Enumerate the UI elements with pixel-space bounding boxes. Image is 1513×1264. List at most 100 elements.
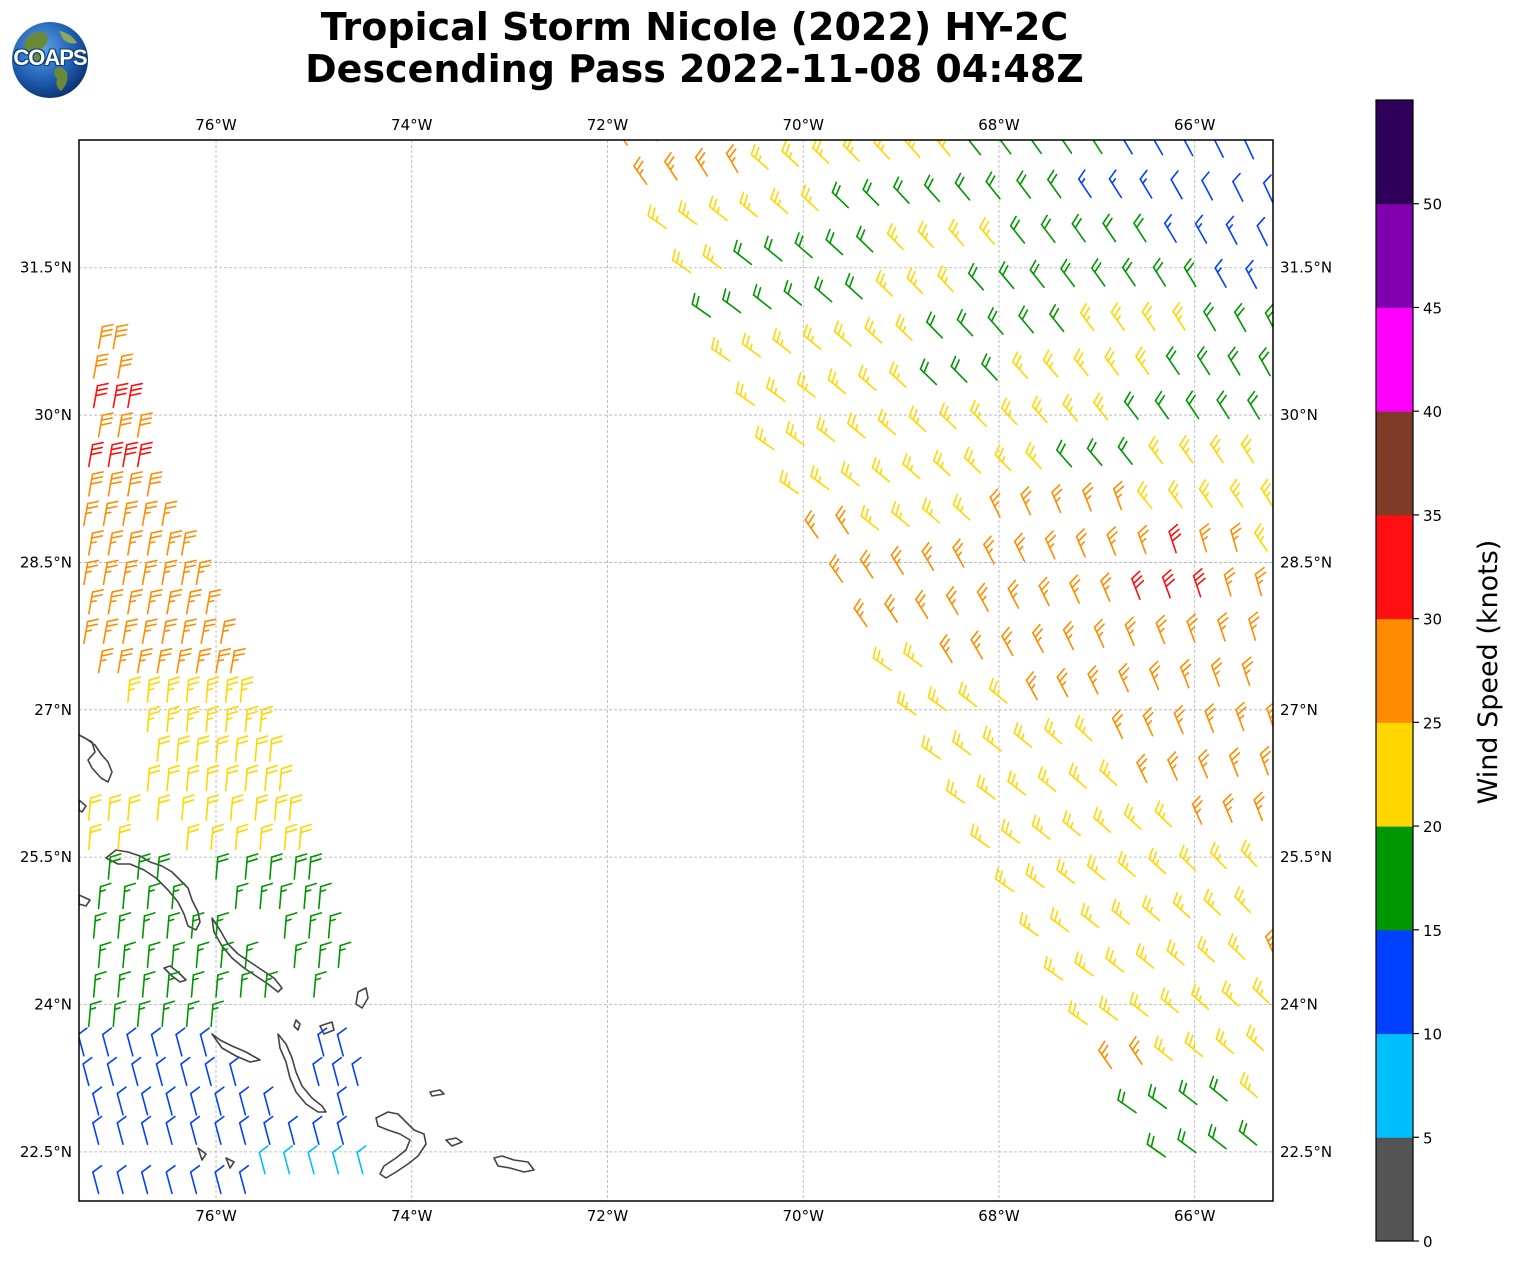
wind-barb-east xyxy=(671,248,692,274)
wind-barb-east xyxy=(1013,722,1033,748)
wind-barb-west xyxy=(136,1000,151,1028)
wind-barb-east xyxy=(996,140,1012,155)
wind-barb-east xyxy=(925,311,944,339)
wind-barb-east xyxy=(994,444,1012,472)
coastline-exuma xyxy=(163,965,187,983)
coastline-long-island-s xyxy=(277,1033,327,1113)
wind-barb-east xyxy=(1246,1024,1264,1051)
wind-barb-west xyxy=(83,618,100,645)
wind-barb-west xyxy=(351,1056,362,1087)
wind-barb-east xyxy=(1243,140,1255,160)
wind-barb-west xyxy=(88,1000,102,1028)
wind-barb-west xyxy=(259,823,274,851)
wind-barb-east xyxy=(981,353,998,381)
lat-label-right: 27°N xyxy=(1280,701,1318,719)
wind-barb-east xyxy=(1031,814,1051,840)
wind-barb-east xyxy=(985,171,1001,200)
wind-barb-west xyxy=(122,882,137,910)
wind-barb-east xyxy=(906,267,924,295)
wind-barb-east xyxy=(1018,305,1034,334)
chart-title-line1: Tropical Storm Nicole (2022) HY-2C xyxy=(320,5,1069,49)
wind-barb-west xyxy=(185,1000,200,1028)
wind-barb-east xyxy=(1093,392,1109,421)
wind-barb-east xyxy=(1068,1000,1088,1025)
wind-barb-east xyxy=(1253,791,1265,822)
wind-barb-west xyxy=(254,735,269,762)
wind-barb-west xyxy=(97,412,114,438)
lat-label-left: 28.5°N xyxy=(20,553,72,571)
wind-barb-east xyxy=(1148,435,1164,465)
wind-barb-west xyxy=(92,353,109,379)
wind-barb-east xyxy=(1089,140,1103,155)
wind-barb-east xyxy=(1009,215,1026,244)
wind-barb-east xyxy=(958,681,978,708)
wind-barb-east xyxy=(1199,523,1211,553)
lat-label-right: 28.5°N xyxy=(1280,553,1332,571)
wind-barb-east xyxy=(1240,839,1258,868)
lat-label-left: 31.5°N xyxy=(20,259,72,277)
wind-barb-east xyxy=(833,320,853,347)
wind-barb-east xyxy=(1230,522,1242,553)
wind-barb-east xyxy=(804,510,819,539)
lon-label-top: 66°W xyxy=(1174,116,1216,134)
wind-barb-east xyxy=(678,199,698,225)
wind-barb-west xyxy=(234,735,249,762)
colorbar-tick-label: 10 xyxy=(1423,1026,1442,1044)
wind-barb-east xyxy=(1221,980,1240,1007)
wind-barb-west xyxy=(308,912,323,939)
wind-barb-west xyxy=(156,794,171,821)
wind-barb-west xyxy=(190,971,205,998)
wind-barb-west xyxy=(102,618,119,645)
wind-barb-east xyxy=(860,505,880,531)
wind-barb-east xyxy=(812,140,830,165)
wind-barb-west xyxy=(146,941,161,969)
wind-barb-east xyxy=(1185,390,1200,420)
wind-barb-east xyxy=(1256,216,1268,247)
wind-barb-east xyxy=(1136,753,1148,784)
wind-barb-east xyxy=(1111,898,1130,925)
wind-barb-west xyxy=(263,1115,274,1145)
colorbar-segment xyxy=(1376,722,1413,827)
wind-barb-west xyxy=(127,676,141,703)
wind-barb-east xyxy=(871,456,891,483)
wind-barb-east xyxy=(932,449,951,477)
wind-barb-east xyxy=(1142,707,1154,737)
wind-barb-west xyxy=(244,705,259,733)
wind-barb-west xyxy=(293,853,308,880)
wind-barb-east xyxy=(872,646,893,672)
wind-barb-west xyxy=(214,1086,225,1116)
wind-barb-west xyxy=(150,1027,162,1057)
wind-barb-west xyxy=(254,794,269,821)
wind-barb-west xyxy=(166,676,181,703)
wind-barb-west xyxy=(88,823,102,851)
wind-barb-east xyxy=(873,140,891,160)
wind-barb-west xyxy=(146,676,161,703)
wind-barb-west xyxy=(176,735,190,762)
wind-barb-east xyxy=(847,412,866,439)
wind-barb-east xyxy=(1167,479,1183,509)
wind-barb-east xyxy=(1074,951,1094,977)
wind-barb-east xyxy=(1147,1083,1168,1110)
wind-barb-east xyxy=(1068,762,1087,789)
wind-barb-west xyxy=(278,882,293,910)
wind-barb-west xyxy=(166,705,181,733)
wind-barb-west xyxy=(165,1164,176,1195)
map-background xyxy=(79,140,1273,1201)
lat-label-right: 30°N xyxy=(1280,406,1318,424)
wind-barb-east xyxy=(1227,933,1246,960)
wind-barb-east xyxy=(1247,390,1261,420)
wind-barb-east xyxy=(1056,439,1073,468)
colorbar-tick-label: 40 xyxy=(1423,403,1442,421)
wind-barb-west xyxy=(127,589,144,615)
wind-barb-east xyxy=(886,223,904,251)
colorbar-label: Wind Speed (knots) xyxy=(1473,540,1504,805)
wind-barb-east xyxy=(1168,523,1182,554)
wind-barb-east xyxy=(1044,718,1063,745)
wind-barb-east xyxy=(814,276,833,303)
wind-barb-west xyxy=(225,676,239,703)
wind-barb-east xyxy=(772,328,792,354)
wind-barb-west xyxy=(126,1027,137,1057)
wind-barb-east xyxy=(1093,806,1112,834)
wind-barb-east xyxy=(1020,485,1032,516)
wind-barb-west xyxy=(141,971,156,998)
